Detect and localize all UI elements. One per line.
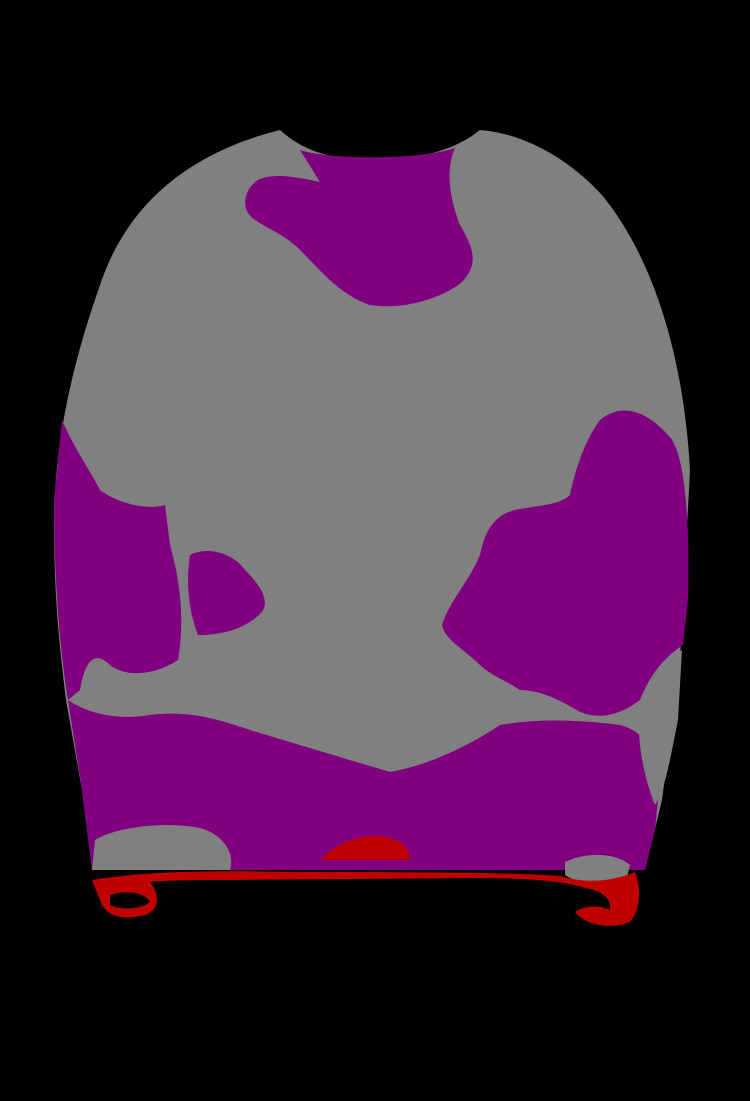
region-right-gray xyxy=(638,650,682,805)
region-neck xyxy=(245,148,473,307)
region-red-center xyxy=(322,835,410,860)
region-left xyxy=(54,420,182,700)
region-left-inner xyxy=(188,550,265,635)
region-red-bottom xyxy=(92,871,640,926)
region-bottom xyxy=(68,700,662,870)
region-right xyxy=(442,410,689,716)
region-bottom-gray-left xyxy=(92,825,232,870)
region-red-bottom-inner xyxy=(110,892,150,909)
